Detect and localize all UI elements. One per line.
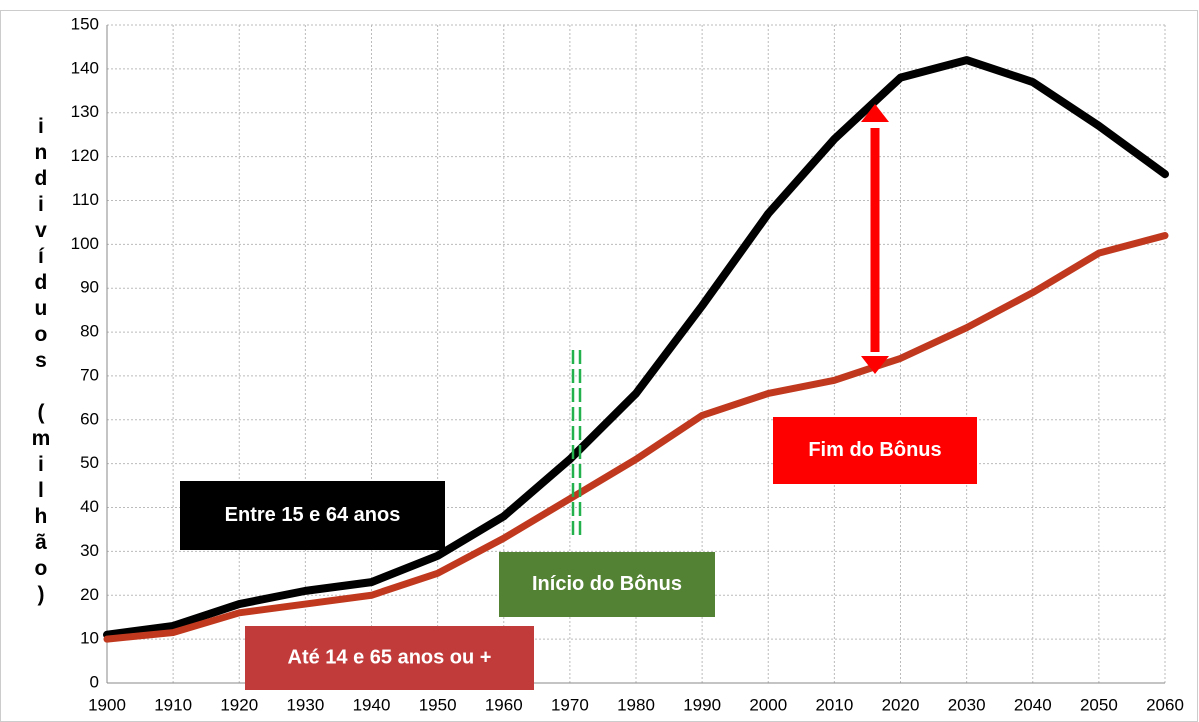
annotation-label: Início do Bônus — [532, 573, 682, 595]
x-tick-label: 2050 — [1080, 695, 1118, 714]
x-tick-label: 1950 — [419, 695, 457, 714]
series-line — [103, 56, 1169, 639]
y-tick-label: 70 — [80, 365, 99, 384]
legend-entry-label: Até 14 e 65 anos ou + — [288, 646, 492, 668]
x-tick-label: 2060 — [1146, 695, 1184, 714]
x-tick-label: 2040 — [1014, 695, 1052, 714]
y-tick-label: 0 — [90, 672, 99, 691]
x-tick-label: 1990 — [683, 695, 721, 714]
y-tick-label: 140 — [71, 58, 99, 77]
arrow-head — [861, 104, 889, 122]
x-tick-label: 2030 — [948, 695, 986, 714]
x-tick-label: 1960 — [485, 695, 523, 714]
x-tick-label: 1920 — [220, 695, 258, 714]
y-tick-label: 110 — [72, 190, 99, 209]
y-tick-label: 20 — [80, 585, 99, 604]
x-tick-label: 1930 — [286, 695, 324, 714]
x-tick-label: 1940 — [353, 695, 391, 714]
x-tick-label: 1900 — [88, 695, 126, 714]
series-line — [103, 232, 1169, 643]
y-tick-label: 100 — [71, 234, 99, 253]
legend-entry-label: Entre 15 e 64 anos — [225, 504, 401, 526]
x-tick-label: 2000 — [749, 695, 787, 714]
y-tick-label: 150 — [71, 14, 99, 33]
annotation — [773, 417, 977, 484]
annotation — [499, 552, 715, 617]
x-tick-label: 1980 — [617, 695, 655, 714]
x-tick-label: 2010 — [815, 695, 853, 714]
arrow-head — [861, 356, 889, 374]
y-tick-label: 50 — [80, 453, 99, 472]
y-tick-label: 90 — [80, 278, 99, 297]
legend-entry — [245, 626, 534, 690]
x-tick-label: 2020 — [882, 695, 920, 714]
legend-entry — [180, 481, 445, 550]
y-tick-label: 130 — [71, 102, 99, 121]
y-tick-label: 40 — [80, 497, 99, 516]
x-tick-label: 1910 — [154, 695, 192, 714]
y-tick-label: 60 — [80, 409, 99, 428]
x-tick-label: 1970 — [551, 695, 589, 714]
y-axis-label: indivíduos (milhão) — [29, 115, 52, 609]
y-tick-label: 80 — [80, 322, 99, 341]
y-tick-label: 30 — [80, 541, 99, 560]
y-tick-label: 120 — [71, 146, 99, 165]
y-tick-label: 10 — [80, 629, 99, 648]
annotation-label: Fim do Bônus — [808, 439, 941, 461]
